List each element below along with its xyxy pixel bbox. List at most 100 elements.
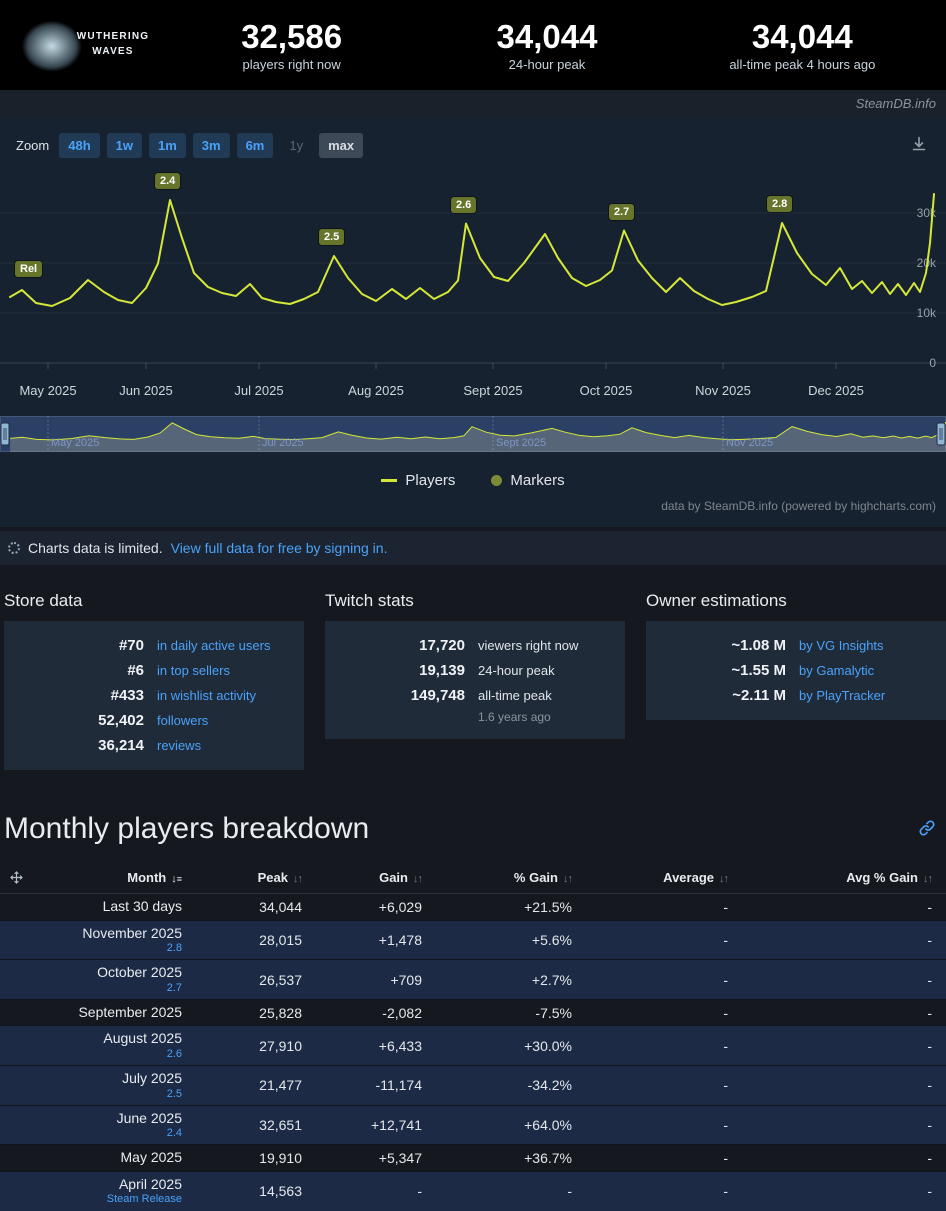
owners-rows: ~1.08 M by VG Insights ~1.55 M by Gamalytic… — [658, 633, 934, 708]
stat-label: all-time peak — [478, 688, 552, 703]
chart-marker-Rel[interactable]: Rel — [15, 261, 43, 278]
stat-link[interactable]: followers — [157, 713, 209, 728]
month-cell: Last 30 days — [34, 894, 192, 921]
column-header-avg-gain[interactable]: Avg % Gain ↓↑ — [846, 870, 933, 885]
stat-row: ~2.11 M by PlayTracker — [658, 683, 934, 708]
zoom-button-1m[interactable]: 1m — [148, 133, 186, 158]
pct-gain-cell: +21.5% — [524, 898, 572, 915]
zoom-button-1y: 1y — [280, 133, 312, 158]
store-rows: #70 in daily active users #6 in top sellers… — [16, 633, 292, 758]
month-label: November 2025 — [82, 924, 182, 941]
month-label: April 2025 — [118, 1175, 182, 1192]
stat-link[interactable]: in daily active users — [157, 638, 271, 653]
chart-marker-2.7[interactable]: 2.7 — [609, 203, 635, 220]
stat-link[interactable]: by VG Insights — [799, 638, 884, 653]
release-version-link[interactable]: Steam Release — [106, 1193, 182, 1206]
stat-value: ~1.08 M — [731, 637, 786, 654]
month-cell: August 2025 2.6 — [34, 1026, 192, 1066]
stat-label: 24-hour peak — [478, 663, 555, 678]
legend-item-markers[interactable]: Markers — [491, 472, 565, 489]
peak-cell: 32,651 — [259, 1117, 302, 1134]
stat-row: 149,748 all-time peak — [337, 683, 613, 708]
stat-row: ~1.08 M by VG Insights — [658, 633, 934, 658]
day-peak-value: 34,044 — [496, 17, 598, 55]
stat-row: ~1.55 M by Gamalytic — [658, 658, 934, 683]
legend-item-players[interactable]: Players — [381, 472, 455, 489]
stat-link[interactable]: by Gamalytic — [799, 663, 875, 678]
zoom-button-6m[interactable]: 6m — [236, 133, 274, 158]
month-label: May 2025 — [120, 1149, 182, 1166]
y-axis-label: 0 — [929, 356, 936, 370]
alltime-peak-ago: 1.6 years ago — [478, 710, 551, 724]
zoom-button-3m[interactable]: 3m — [192, 133, 230, 158]
chart-marker-2.8[interactable]: 2.8 — [767, 196, 793, 213]
navigator-handle-left[interactable] — [0, 422, 10, 446]
sort-toggle-icon: ↓↑ — [923, 873, 933, 885]
drag-handle[interactable] — [0, 862, 34, 894]
sort-toggle-icon: ↓↑ — [719, 873, 729, 885]
average-cell: - — [723, 1183, 728, 1200]
plot-area[interactable]: 30k 20k 10k 0 Rel 2.4 2.5 2.6 2.7 2.8 — [0, 168, 946, 378]
release-version-link[interactable]: 2.7 — [166, 981, 182, 994]
game-banner[interactable]: WUTHERING WAVES — [16, 14, 154, 76]
y-axis-label: 10k — [917, 306, 937, 320]
app-header: WUTHERING WAVES 32,586 players right now… — [0, 0, 946, 90]
navigator[interactable]: May 2025 Jul 2025 Sept 2025 Nov 2025 — [0, 416, 946, 452]
zoom-buttons: 48h 1w 1m 3m 6m 1y max — [59, 133, 370, 158]
section-anchor-button[interactable] — [916, 817, 938, 842]
alltime-peak-value: 34,044 — [751, 17, 853, 55]
pct-gain-cell: +36.7% — [524, 1150, 572, 1167]
notice-text: Charts data is limited. — [28, 540, 163, 556]
navigator-handle-right[interactable] — [936, 422, 946, 446]
row-spacer — [0, 1145, 34, 1172]
chart-marker-2.4[interactable]: 2.4 — [155, 173, 181, 190]
month-cell: September 2025 — [34, 999, 192, 1026]
x-axis-label: Jul 2025 — [234, 383, 284, 398]
release-version-link[interactable]: 2.8 — [166, 942, 182, 954]
monthly-breakdown-table: Month ↓≡ Peak ↓↑ Gain ↓↑ % Gain ↓↑ Average ↓↑ Avg … — [0, 862, 946, 1211]
sort-desc-icon: ↓≡ — [171, 873, 182, 885]
gain-cell: +6,433 — [378, 1037, 422, 1054]
month-cell: November 2025 2.8 — [34, 920, 192, 960]
release-version-link[interactable]: 2.4 — [166, 1127, 182, 1140]
month-label: June 2025 — [116, 1109, 182, 1126]
legend-label: Markers — [510, 472, 565, 489]
sort-toggle-icon: ↓↑ — [413, 873, 423, 885]
stat-link[interactable]: reviews — [157, 738, 202, 753]
x-axis-labels: May 2025 Jun 2025 Jul 2025 Aug 2025 Sept 202… — [0, 378, 946, 402]
column-header--gain[interactable]: % Gain ↓↑ — [513, 870, 573, 885]
column-header-month[interactable]: Month ↓≡ — [127, 870, 182, 885]
dotted-circle-icon — [8, 542, 20, 554]
zoom-button-1w[interactable]: 1w — [106, 133, 142, 158]
peak-cell: 27,910 — [259, 1037, 302, 1054]
avg-pct-gain-cell: - — [927, 898, 932, 915]
month-row: May 2025 19,910 +5,347 +36.7% - - — [0, 1144, 946, 1172]
players-now-stat: 32,586 players right now — [164, 18, 419, 73]
chart-marker-2.6[interactable]: 2.6 — [451, 196, 477, 213]
release-version-link[interactable]: 2.5 — [166, 1087, 182, 1100]
column-header-gain[interactable]: Gain ↓↑ — [379, 870, 423, 885]
release-version-link[interactable]: 2.6 — [166, 1047, 182, 1060]
column-header-average[interactable]: Average ↓↑ — [663, 870, 729, 885]
stat-row: #70 in daily active users — [16, 633, 292, 658]
download-chart-button[interactable] — [908, 133, 930, 158]
month-label: October 2025 — [97, 964, 182, 981]
stat-value: 17,720 — [419, 637, 465, 654]
players-now-value: 32,586 — [241, 17, 343, 55]
zoom-button-max[interactable]: max — [319, 133, 364, 158]
month-row: July 2025 2.5 21,477 -11,174 -34.2% - - — [0, 1065, 946, 1106]
zoom-label: Zoom — [16, 138, 50, 153]
stat-link[interactable]: by PlayTracker — [799, 688, 886, 703]
twitch-stats-column: Twitch stats 17,720 viewers right now 19,1… — [325, 577, 625, 770]
download-icon — [912, 136, 926, 151]
move-icon — [10, 870, 23, 884]
chart-marker-2.5[interactable]: 2.5 — [319, 229, 345, 246]
sign-in-link[interactable]: View full data for free by signing in. — [170, 540, 388, 556]
stat-link[interactable]: in wishlist activity — [157, 688, 256, 703]
zoom-button-48h[interactable]: 48h — [59, 133, 100, 158]
day-peak-stat: 34,044 24-hour peak — [419, 18, 674, 73]
month-row: Last 30 days 34,044 +6,029 +21.5% - - — [0, 893, 946, 921]
stat-link[interactable]: in top sellers — [157, 663, 230, 678]
column-header-peak[interactable]: Peak ↓↑ — [257, 870, 303, 885]
